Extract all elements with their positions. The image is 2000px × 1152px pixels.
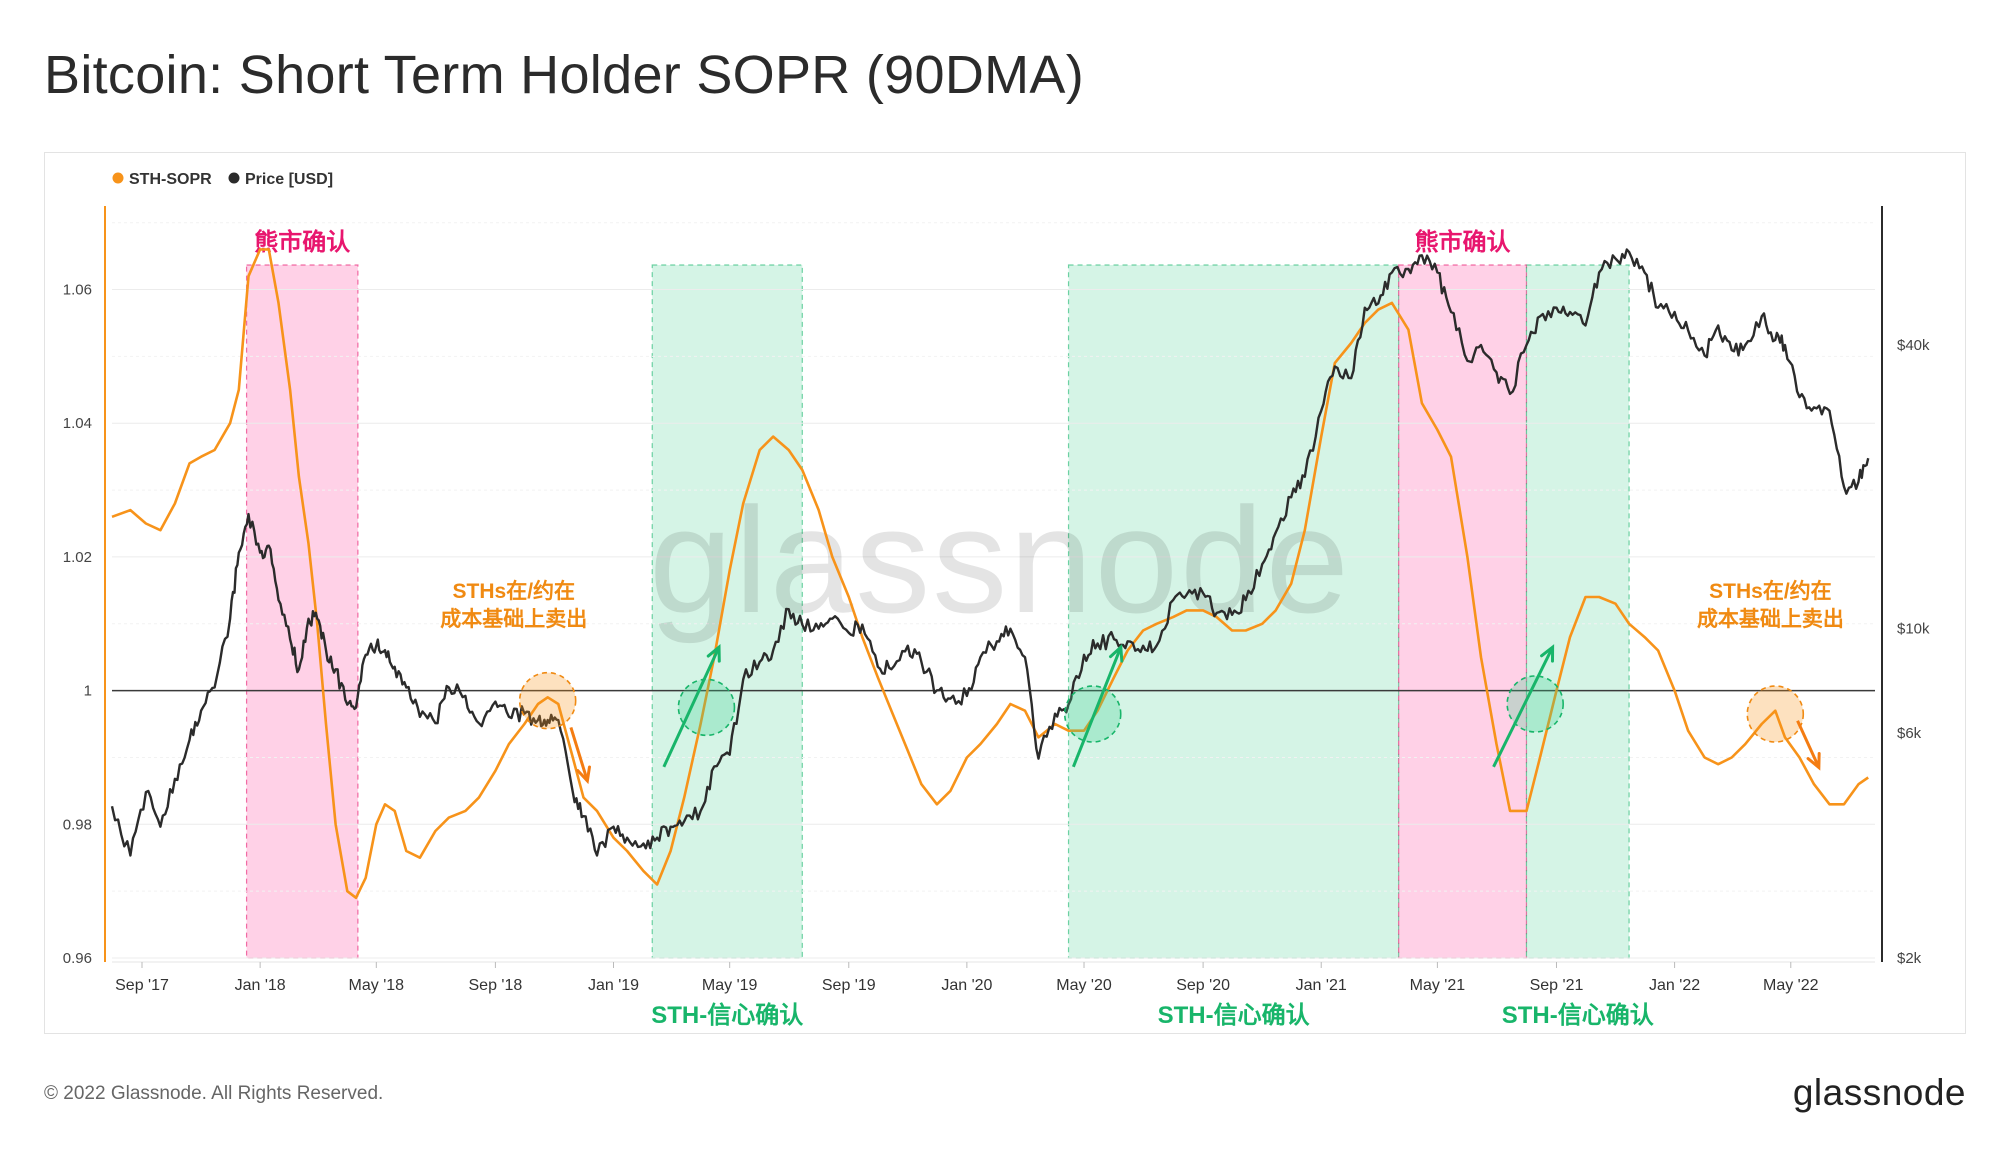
- sell-annotation: STHs在/约在: [453, 579, 576, 603]
- chart-frame: [44, 152, 1966, 1034]
- x-tick-label: Sep '21: [1530, 977, 1584, 994]
- series-layer: [110, 248, 1870, 900]
- y-right-tick-label: $6k: [1897, 725, 1922, 742]
- green-arrow-head: [1109, 643, 1124, 663]
- legend-dot: [112, 172, 124, 184]
- confidence-zone-label: STH-信心确认: [1502, 1001, 1654, 1029]
- confidence-zone-label: STH-信心确认: [651, 1001, 803, 1029]
- orange-arrow-head: [576, 765, 591, 785]
- green-arrow: [662, 646, 721, 768]
- y-left-tick-label: 0.98: [63, 816, 92, 833]
- x-tick-label: Jan '20: [941, 977, 992, 994]
- watermark: glassnode: [649, 476, 1351, 644]
- legend-label: Price [USD]: [245, 171, 333, 188]
- bear-zone-label: 熊市确认: [1415, 228, 1511, 256]
- orange-highlight-circle: [518, 671, 577, 730]
- y-left-tick-label: 1.04: [63, 415, 92, 432]
- x-tick-label: Jan '22: [1649, 977, 1700, 994]
- x-tick-label: Sep '18: [469, 977, 523, 994]
- orange-arrow: [569, 726, 589, 782]
- copyright-footer: © 2022 Glassnode. All Rights Reserved.: [44, 1083, 384, 1104]
- legend: STH-SOPR Price [USD]: [112, 171, 333, 188]
- legend-dot: [228, 172, 240, 184]
- legend-label: STH-SOPR: [129, 171, 212, 188]
- x-tick-label: May '22: [1763, 977, 1819, 994]
- green-arrow-head: [706, 644, 721, 663]
- y-left-tick-label: 1: [84, 683, 92, 700]
- sell-annotation: STHs在/约在: [1709, 579, 1832, 603]
- y-right-tick-label: $10k: [1897, 621, 1930, 638]
- green-highlight-circle: [677, 678, 736, 737]
- orange-highlight-circle: [1746, 685, 1805, 743]
- sth-sopr-line: [111, 248, 1869, 900]
- orange-arrow: [1796, 720, 1821, 769]
- x-tick-label: Sep '20: [1176, 977, 1230, 994]
- y-left-tick-label: 1.02: [63, 549, 92, 566]
- page-title: Bitcoin: Short Term Holder SOPR (90DMA): [44, 45, 1085, 105]
- price-line: [110, 248, 1870, 857]
- y-right-tick-label: $2k: [1897, 950, 1922, 967]
- bear-zone: [1398, 264, 1528, 959]
- confidence-zone-label: STH-信心确认: [1158, 1001, 1310, 1029]
- y-left-tick-label: 0.96: [63, 950, 92, 967]
- x-tick-label: Jan '19: [588, 977, 639, 994]
- confidence-zone: [651, 264, 803, 959]
- x-tick-label: May '21: [1410, 977, 1466, 994]
- green-highlight-circle: [1506, 675, 1564, 733]
- orange-arrow-head: [1806, 751, 1821, 771]
- green-arrow: [1492, 646, 1554, 768]
- glassnode-logo: glassnode: [1792, 1072, 1966, 1113]
- x-tick-label: May '20: [1056, 977, 1112, 994]
- x-tick-label: Sep '19: [822, 977, 876, 994]
- green-arrow-head: [1540, 644, 1555, 663]
- x-tick-label: May '18: [349, 977, 405, 994]
- axes: 0.96 0.98 1 1.02 1.04 1.06 $2k $6k $10k $40k Sep '…: [63, 206, 1930, 994]
- green-arrow: [1071, 646, 1123, 768]
- x-tick-label: Jan '21: [1296, 977, 1347, 994]
- sell-annotation: 成本基础上卖出: [1697, 607, 1844, 631]
- sell-annotation: 成本基础上卖出: [440, 607, 587, 631]
- confidence-zone: [1525, 264, 1630, 959]
- x-tick-label: May '19: [702, 977, 758, 994]
- y-right-tick-label: $40k: [1897, 337, 1930, 354]
- x-tick-label: Sep '17: [115, 977, 169, 994]
- y-left-tick-label: 1.06: [63, 282, 92, 299]
- x-tick-label: Jan '18: [235, 977, 286, 994]
